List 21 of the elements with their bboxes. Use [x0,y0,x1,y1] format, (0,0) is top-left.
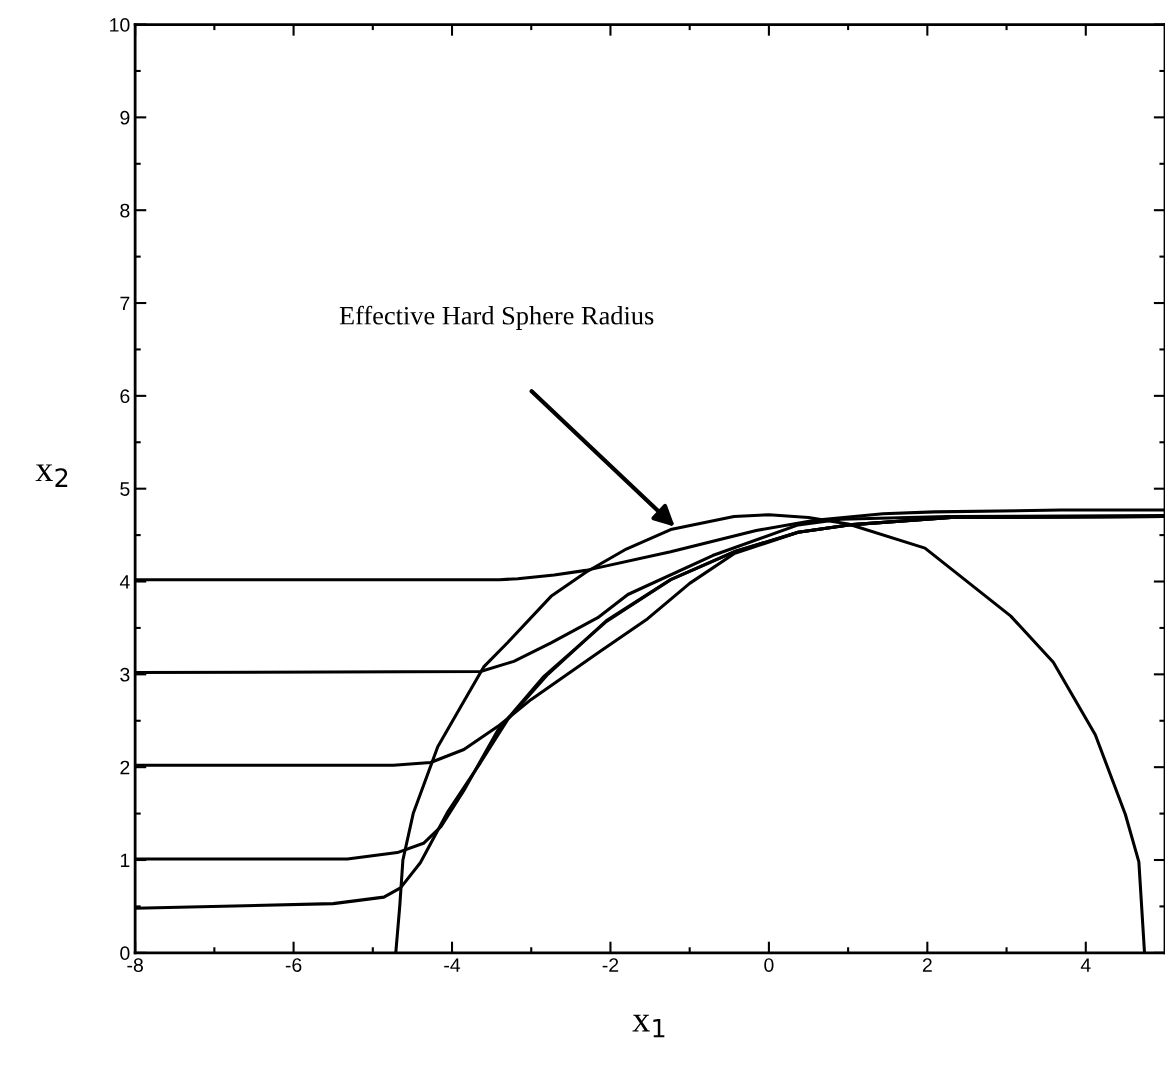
x-tick-label: -4 [444,958,461,972]
y-tick-label: 4 [119,575,130,589]
x-tick-label: 0 [764,958,774,972]
y-tick-label: 6 [120,389,130,404]
y-tick-label: 7 [120,296,130,311]
x-axis-title: x$_{1}$ [632,1014,665,1038]
annotation: Effective Hard Sphere Radius [339,305,654,330]
y-tick-label: 9 [120,110,130,125]
y-axis-title: x$_{2}$ [35,464,68,487]
y-tick-label: 5 [120,482,130,496]
y-tick-label: 2 [120,760,130,775]
y-tick-label: 10 [110,18,130,32]
y-tick-label: 0 [120,946,130,961]
y-tick-label: 3 [120,667,130,682]
x-tick-label: -6 [285,958,302,972]
x-tick-label: 4 [1080,958,1091,972]
x-tick-label: -2 [602,958,619,972]
x-tick-label: -8 [127,958,143,972]
y-tick-label: 1 [120,853,130,868]
y-tick-label: 8 [120,203,130,218]
x-tick-label: 2 [922,958,932,972]
